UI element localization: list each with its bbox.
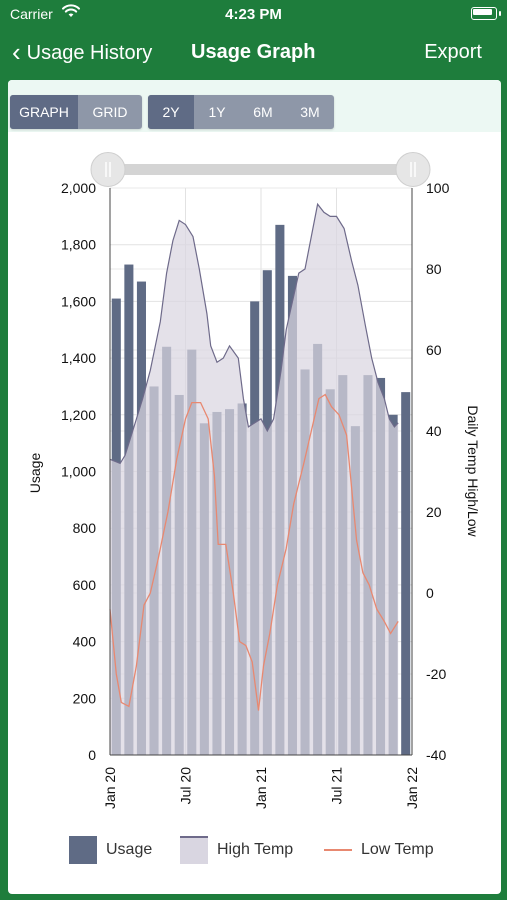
y2-tick-label: 60 <box>426 342 442 358</box>
y-tick-label: 1,200 <box>61 407 96 423</box>
navigation-bar: ‹ Usage History Usage Graph Export <box>0 30 507 78</box>
range-1y-button[interactable]: 1Y <box>208 104 226 120</box>
range-slider-left-handle[interactable] <box>90 152 126 187</box>
high-temp-line <box>109 202 399 465</box>
battery-tip <box>499 11 501 16</box>
range-3m-button[interactable]: 3M <box>300 104 320 120</box>
y-tick-label: 1,600 <box>61 293 96 309</box>
range-2y-button[interactable]: 2Y <box>148 95 194 129</box>
legend-swatch-usage <box>69 836 97 864</box>
graph-card: GRAPH GRID 2Y 1Y 6M 3M 0 200 400 600 800 1,00… <box>8 80 501 894</box>
x-tick-label: Jan 20 <box>102 767 118 809</box>
chart-axes: 02004006008001,0001,2001,4001,6001,8002,… <box>61 180 450 809</box>
y2-axis-title: Daily Temp High/Low <box>465 405 481 537</box>
chevron-left-icon: ‹ <box>12 37 21 67</box>
range-6m-button[interactable]: 6M <box>253 104 273 120</box>
export-button[interactable]: Export <box>424 41 482 63</box>
battery-icon <box>471 7 497 20</box>
grid-view-button[interactable]: GRID <box>92 104 128 120</box>
legend-label-low-temp: Low Temp <box>361 841 434 858</box>
wifi-icon <box>62 4 80 17</box>
y2-tick-label: 0 <box>426 585 434 601</box>
legend-label-usage: Usage <box>106 841 153 858</box>
x-tick-label: Jan 21 <box>253 767 269 809</box>
y-tick-label: 1,000 <box>61 464 96 480</box>
legend-swatch-high-temp <box>180 836 208 864</box>
y-tick-label: 0 <box>88 747 96 763</box>
legend-label-high-temp: High Temp <box>217 841 294 858</box>
usage-chart: 02004006008001,0001,2001,4001,6001,8002,… <box>27 152 481 809</box>
carrier-label: Carrier <box>10 6 53 22</box>
chart-legend: Usage High Temp Low Temp <box>8 835 501 875</box>
y2-tick-label: 40 <box>426 423 442 439</box>
usage-bar <box>401 392 411 755</box>
clock: 4:23 PM <box>225 6 282 23</box>
x-tick-label: Jul 20 <box>178 767 194 805</box>
graph-view-button[interactable]: GRAPH <box>10 95 78 129</box>
y2-tick-label: 80 <box>426 261 442 277</box>
date-range-segmented-control: 2Y 1Y 6M 3M <box>148 95 334 129</box>
low-temp-line <box>109 393 399 711</box>
legend-item-usage: Usage <box>69 835 152 865</box>
y-tick-label: 400 <box>73 634 97 650</box>
y2-tick-label: 20 <box>426 504 442 520</box>
view-mode-segmented-control: GRAPH GRID <box>10 95 142 129</box>
y-tick-label: 1,800 <box>61 237 96 253</box>
high-temp-fill <box>110 204 399 755</box>
range-slider[interactable] <box>90 152 431 187</box>
legend-item-high-temp: High Temp <box>180 835 293 865</box>
high-temp-area <box>109 202 399 755</box>
back-button-label: Usage History <box>26 42 153 64</box>
y2-tick-label: 100 <box>426 180 450 196</box>
y-axis-title: Usage <box>27 453 43 494</box>
legend-swatch-low-temp <box>324 849 352 851</box>
status-bar: Carrier 4:23 PM <box>0 0 507 30</box>
y-tick-label: 800 <box>73 520 97 536</box>
y-tick-label: 2,000 <box>61 180 96 196</box>
y-tick-label: 200 <box>73 690 97 706</box>
x-tick-label: Jan 22 <box>404 767 420 809</box>
y2-tick-label: -20 <box>426 666 446 682</box>
back-button[interactable]: ‹ Usage History <box>12 39 152 65</box>
y-tick-label: 1,400 <box>61 350 96 366</box>
y-tick-label: 600 <box>73 577 97 593</box>
x-tick-label: Jul 21 <box>329 767 345 805</box>
low-temp-line-path <box>109 393 399 711</box>
legend-item-low-temp: Low Temp <box>324 835 434 865</box>
range-slider-track <box>108 164 413 175</box>
y2-tick-label: -40 <box>426 747 446 763</box>
page-title: Usage Graph <box>191 41 316 63</box>
range-slider-right-handle[interactable] <box>395 152 431 187</box>
